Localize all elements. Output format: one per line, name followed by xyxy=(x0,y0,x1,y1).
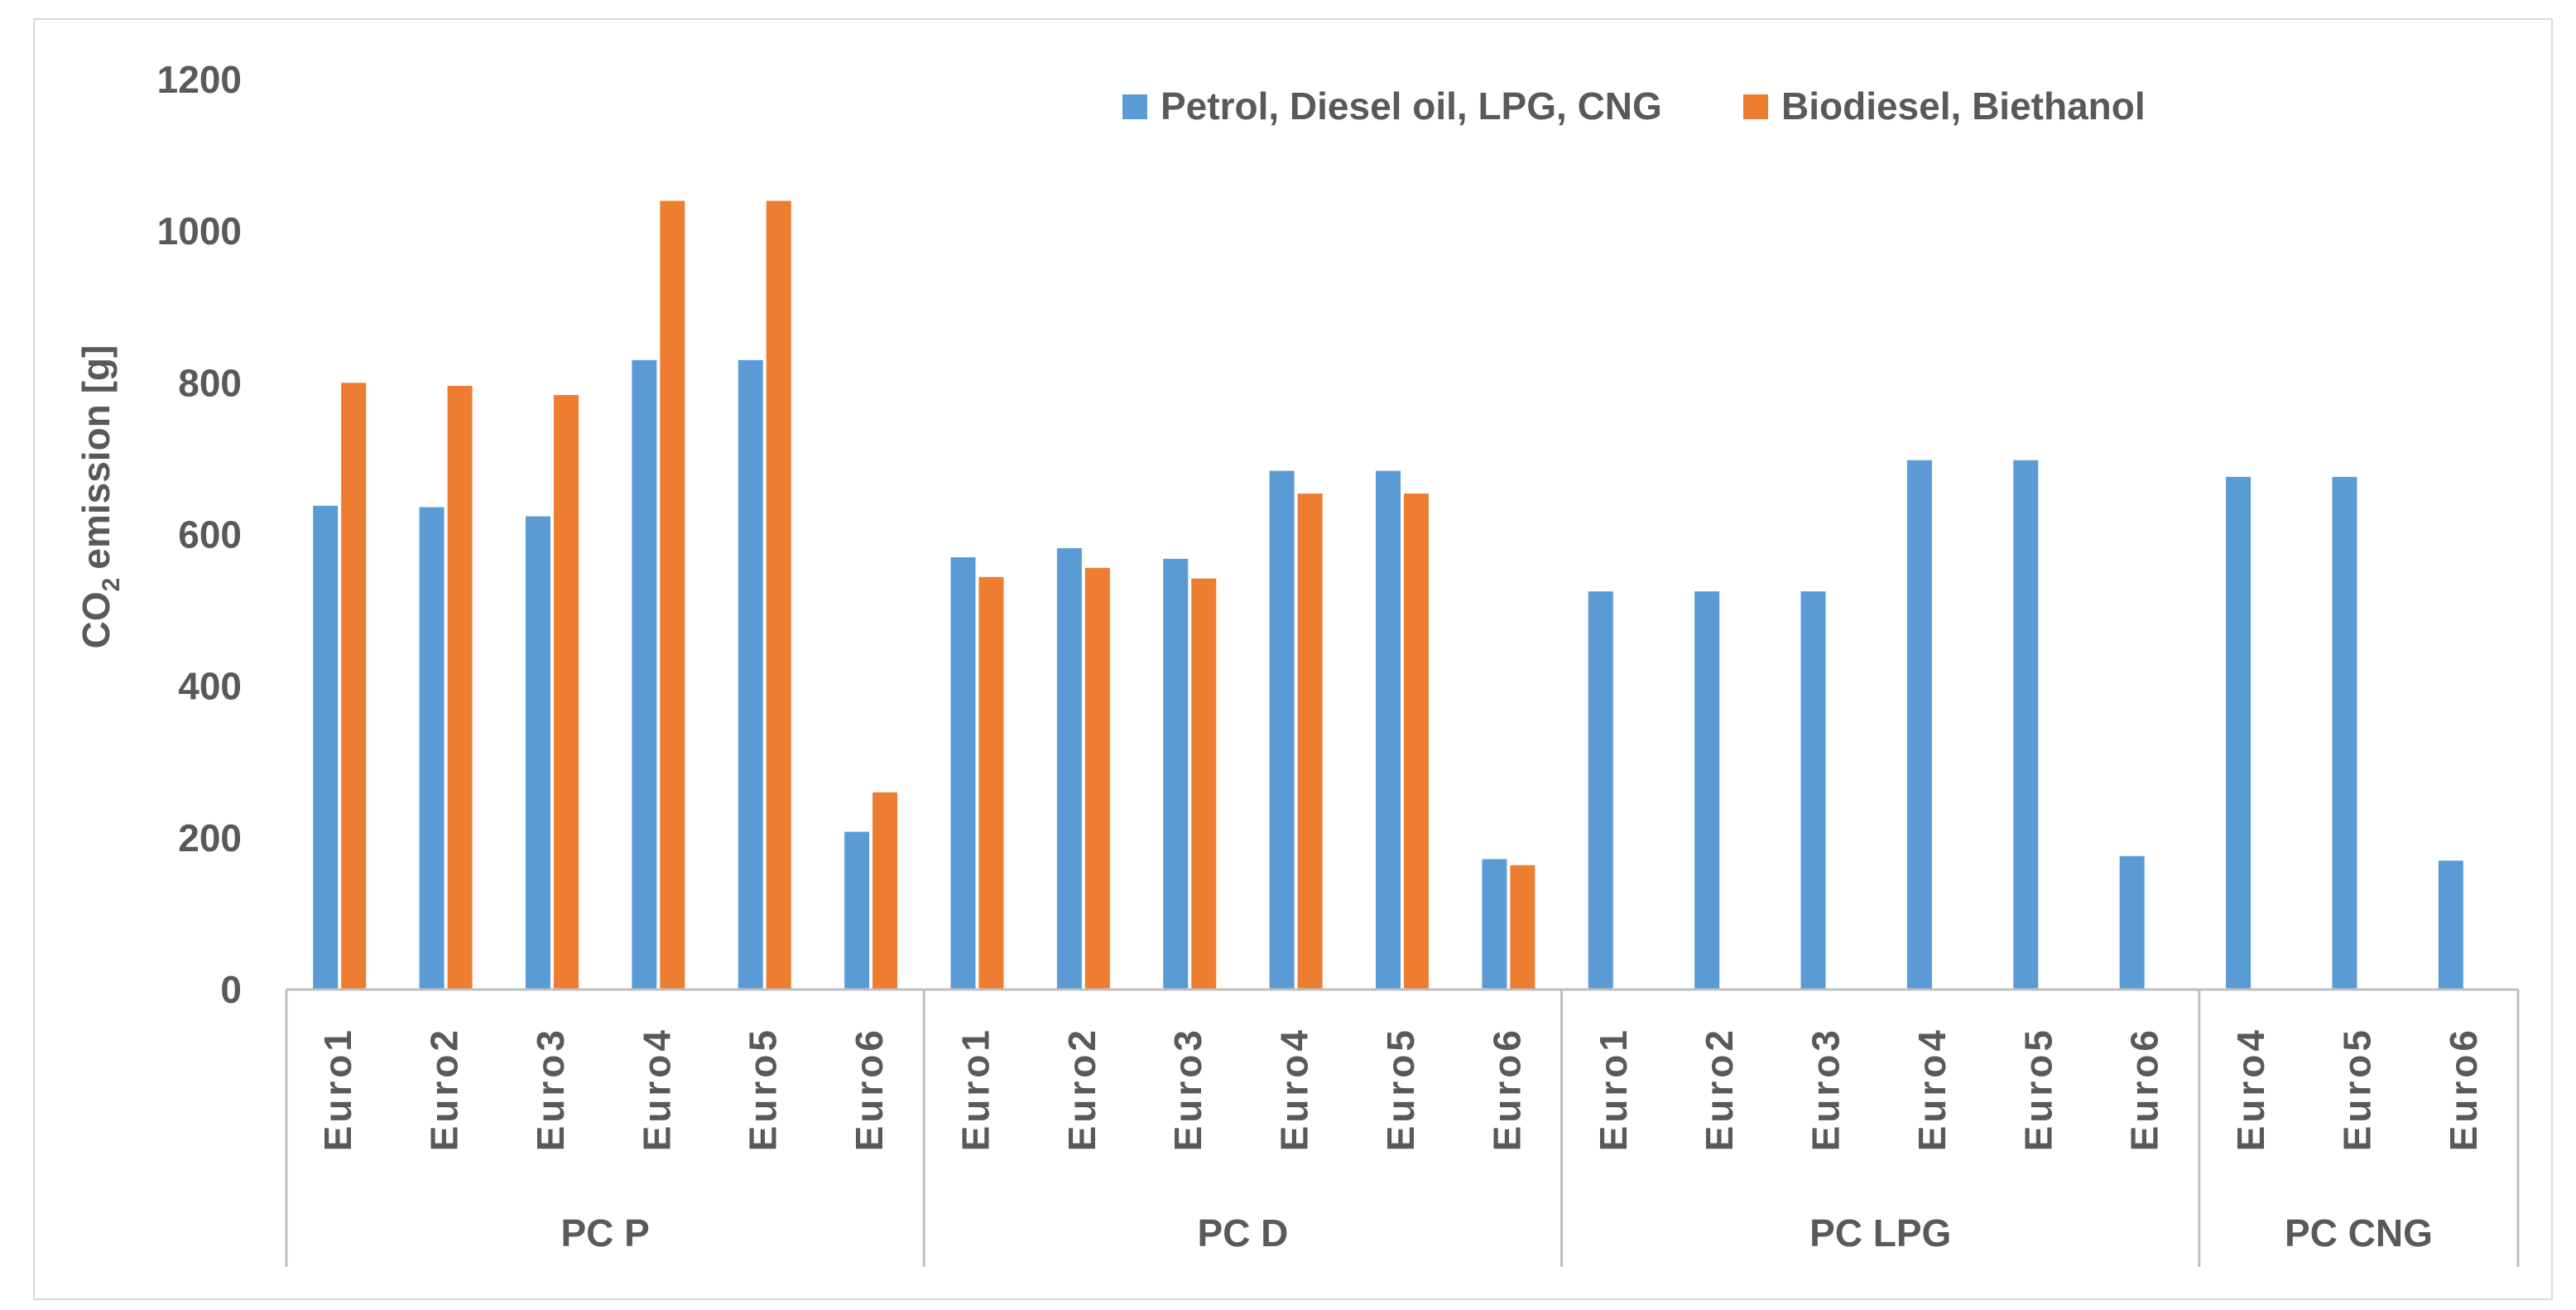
x-group-label: PC D xyxy=(1197,1211,1288,1255)
legend[interactable]: Petrol, Diesel oil, LPG, CNG Biodiesel, B… xyxy=(1122,84,2146,128)
bar-bio[interactable] xyxy=(553,394,579,990)
bar-bio[interactable] xyxy=(341,383,367,990)
y-axis-label-main: CO xyxy=(74,591,118,648)
x-tick-label: Euro1 xyxy=(1592,1027,1635,1151)
x-tick-label: Euro4 xyxy=(2229,1027,2272,1151)
bar-fossil[interactable] xyxy=(1163,558,1189,990)
y-tick-label: 200 xyxy=(178,816,242,860)
x-tick-label: Euro5 xyxy=(2335,1027,2378,1151)
x-tick-label: Euro4 xyxy=(635,1027,678,1151)
y-tick-label: 600 xyxy=(178,513,242,556)
y-axis-label: CO2 emission [g] xyxy=(74,345,125,649)
x-tick-label: Euro5 xyxy=(742,1027,785,1151)
x-tick-label: Euro6 xyxy=(848,1027,891,1151)
x-group-label: PC LPG xyxy=(1809,1211,1951,1255)
bar-fossil[interactable] xyxy=(419,507,445,990)
bar-fossil[interactable] xyxy=(2119,855,2145,990)
x-tick-label: Euro5 xyxy=(2016,1027,2059,1151)
x-tick-label: Euro4 xyxy=(1273,1027,1316,1151)
y-tick-label: 1200 xyxy=(157,58,242,101)
bar-bio[interactable] xyxy=(1404,494,1429,990)
bar-bio[interactable] xyxy=(447,385,473,990)
bar-fossil[interactable] xyxy=(1056,547,1082,990)
x-tick-label: Euro2 xyxy=(1698,1027,1741,1151)
x-tick-label: Euro6 xyxy=(2442,1027,2485,1151)
bar-fossil[interactable] xyxy=(1694,591,1720,990)
bar-bio[interactable] xyxy=(766,200,791,990)
x-tick-label: Euro2 xyxy=(1060,1027,1103,1151)
x-tick-label: Euro5 xyxy=(1379,1027,1422,1151)
y-tick-label: 400 xyxy=(178,665,242,708)
bar-bio[interactable] xyxy=(872,792,898,990)
y-axis-label-rest: emission [g] xyxy=(74,345,118,570)
legend-swatch xyxy=(1122,94,1147,119)
bar-fossil[interactable] xyxy=(1482,859,1507,990)
bar-bio[interactable] xyxy=(1297,494,1323,990)
bar-fossil[interactable] xyxy=(1906,460,1932,990)
bars xyxy=(313,200,2463,990)
bar-fossil[interactable] xyxy=(950,556,976,990)
x-tick-label: Euro3 xyxy=(1166,1027,1209,1151)
bar-fossil[interactable] xyxy=(313,505,339,990)
y-axis-label-subscript: 2 xyxy=(98,578,125,592)
x-tick-label: Euro1 xyxy=(316,1027,359,1151)
bar-bio[interactable] xyxy=(1191,578,1217,990)
x-tick-label: Euro6 xyxy=(1485,1027,1528,1151)
x-group-label: PC P xyxy=(560,1211,649,1255)
bar-fossil[interactable] xyxy=(632,359,657,990)
bar-bio[interactable] xyxy=(1084,567,1110,990)
bar-fossil[interactable] xyxy=(2226,476,2252,990)
bar-fossil[interactable] xyxy=(2013,460,2039,990)
bar-bio[interactable] xyxy=(660,200,685,990)
bar-fossil[interactable] xyxy=(1269,470,1295,990)
bar-fossil[interactable] xyxy=(1376,470,1401,990)
bar-fossil[interactable] xyxy=(738,359,763,990)
x-tick-label: Euro3 xyxy=(529,1027,572,1151)
x-axis: Euro1 Euro2 Euro3 Euro4 Euro5 Euro6 PC P Euro1 E… xyxy=(285,988,2520,1267)
legend-label[interactable]: Biodiesel, Biethanol xyxy=(1781,84,2146,128)
y-tick-label: 1000 xyxy=(157,210,242,253)
bar-fossil[interactable] xyxy=(1800,591,1826,990)
x-tick-label: Euro6 xyxy=(2123,1027,2166,1151)
y-tick-label: 800 xyxy=(178,361,242,404)
bar-fossil[interactable] xyxy=(1588,591,1613,990)
bar-fossil[interactable] xyxy=(844,831,870,990)
y-tick-label: 0 xyxy=(220,968,242,1011)
x-tick-label: Euro1 xyxy=(954,1027,997,1151)
x-tick-label: Euro4 xyxy=(1910,1027,1954,1151)
x-tick-label: Euro3 xyxy=(1805,1027,1848,1151)
chart-frame xyxy=(33,18,2553,1300)
y-axis-title: CO2 emission [g] xyxy=(74,345,125,649)
bar-fossil[interactable] xyxy=(525,516,550,990)
y-axis-ticks: 0 200 400 600 800 1000 1200 xyxy=(157,58,242,1011)
bar-bio[interactable] xyxy=(1510,865,1536,990)
bar-bio[interactable] xyxy=(978,576,1004,990)
legend-label[interactable]: Petrol, Diesel oil, LPG, CNG xyxy=(1161,84,1662,128)
bar-fossil[interactable] xyxy=(2438,860,2463,990)
bar-fossil[interactable] xyxy=(2332,476,2357,990)
x-group-label: PC CNG xyxy=(2285,1211,2433,1255)
x-tick-label: Euro2 xyxy=(423,1027,466,1151)
legend-swatch xyxy=(1743,94,1768,119)
